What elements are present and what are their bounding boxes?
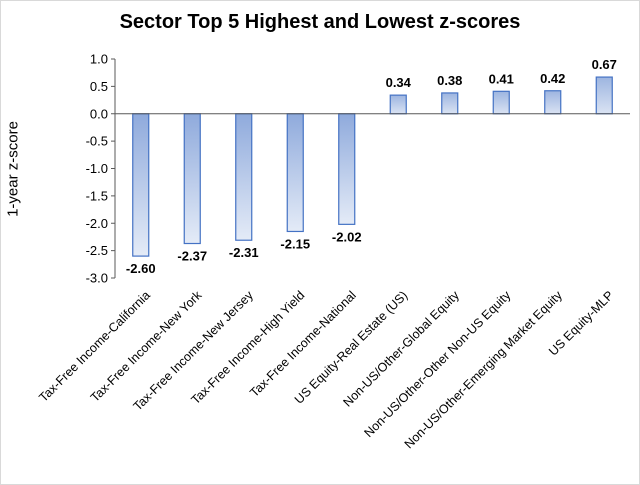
- bar: [286, 113, 304, 233]
- bar: [389, 94, 407, 115]
- data-label: -2.15: [280, 236, 310, 251]
- bar: [132, 113, 150, 257]
- y-tick-label: -0.5: [86, 134, 108, 149]
- y-tick-label: 0.5: [90, 79, 108, 94]
- data-label: 0.38: [437, 73, 462, 88]
- y-tick-label: -1.0: [86, 161, 108, 176]
- bar: [441, 92, 459, 115]
- data-label: -2.31: [229, 245, 259, 260]
- bar: [235, 113, 253, 241]
- bar: [338, 113, 356, 225]
- bar: [544, 90, 562, 115]
- bar: [492, 90, 510, 115]
- y-tick-label: -2.0: [86, 216, 108, 231]
- data-label: 0.42: [540, 71, 565, 86]
- data-label: 0.34: [386, 75, 412, 90]
- x-tick-label: Tax-Free Income-National: [247, 288, 359, 400]
- y-tick-label: -2.5: [86, 243, 108, 258]
- bar: [183, 113, 201, 245]
- y-tick-label: 0.0: [90, 106, 108, 121]
- bar: [595, 76, 613, 115]
- data-label: -2.37: [177, 249, 207, 264]
- data-label: 0.41: [489, 71, 514, 86]
- y-tick-label: -3.0: [86, 271, 108, 286]
- data-label: -2.60: [126, 261, 156, 276]
- chart-title: Sector Top 5 Highest and Lowest z-scores: [119, 11, 521, 33]
- y-tick-label: -1.5: [86, 188, 108, 203]
- data-label: 0.67: [592, 57, 617, 72]
- data-label: -2.02: [332, 229, 362, 244]
- y-tick-label: 1.0: [90, 52, 108, 67]
